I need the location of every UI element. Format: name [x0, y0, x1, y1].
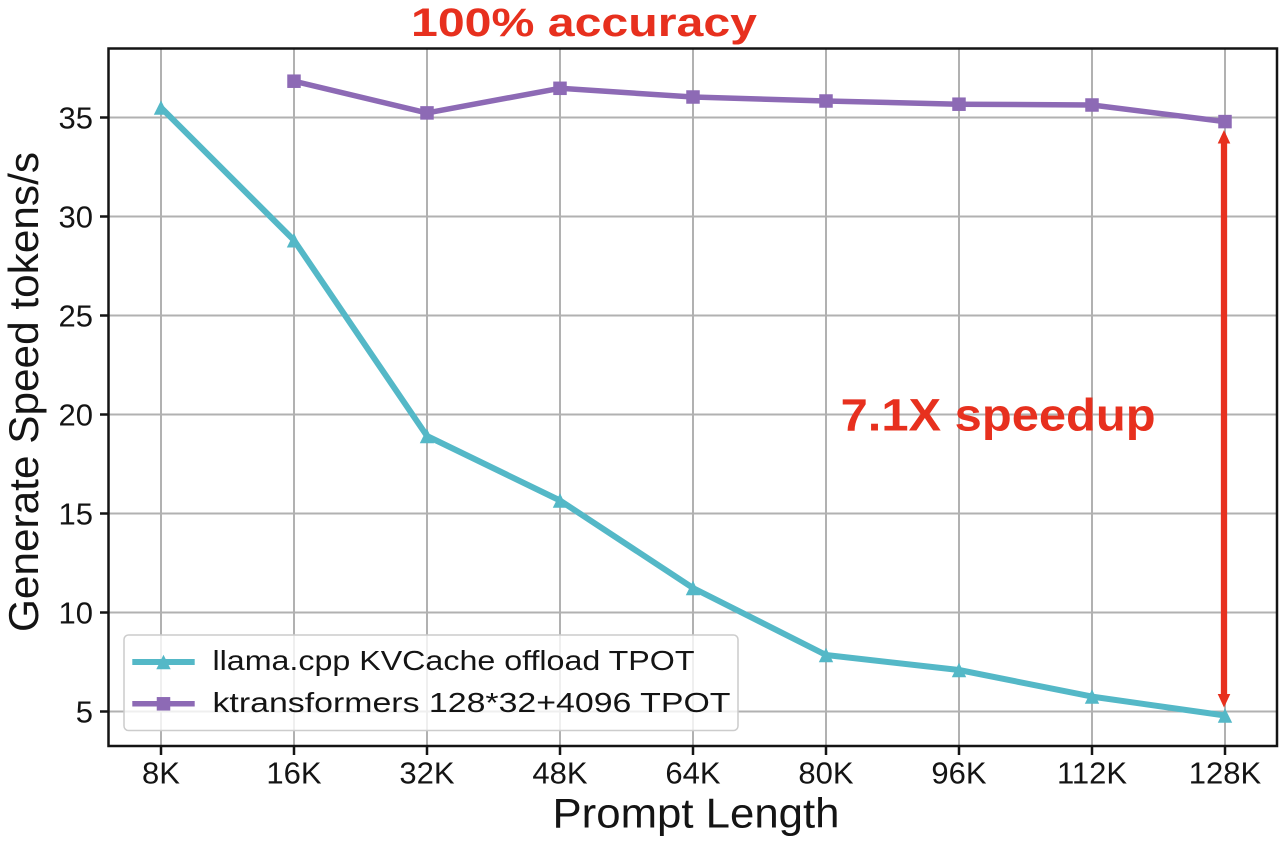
- svg-text:80K: 80K: [798, 756, 853, 791]
- svg-text:32K: 32K: [399, 756, 454, 791]
- svg-text:96K: 96K: [931, 756, 986, 791]
- svg-text:5: 5: [76, 695, 93, 730]
- svg-text:llama.cpp KVCache offload TPOT: llama.cpp KVCache offload TPOT: [213, 645, 695, 676]
- svg-text:16K: 16K: [266, 756, 321, 791]
- svg-text:10: 10: [59, 596, 93, 631]
- svg-text:15: 15: [59, 497, 93, 532]
- svg-text:128K: 128K: [1189, 756, 1262, 791]
- svg-text:Prompt Length: Prompt Length: [553, 790, 840, 837]
- svg-text:ktransformers 128*32+4096 TPOT: ktransformers 128*32+4096 TPOT: [213, 687, 731, 718]
- svg-text:30: 30: [59, 200, 93, 235]
- svg-text:8K: 8K: [142, 756, 180, 791]
- svg-text:64K: 64K: [665, 756, 720, 791]
- svg-text:100% accuracy: 100% accuracy: [411, 1, 758, 45]
- svg-text:35: 35: [59, 101, 93, 136]
- svg-text:25: 25: [59, 299, 93, 334]
- svg-text:112K: 112K: [1057, 756, 1127, 791]
- svg-text:7.1X speedup: 7.1X speedup: [841, 389, 1156, 440]
- svg-text:48K: 48K: [532, 756, 587, 791]
- svg-text:Generate Speed tokens/s: Generate Speed tokens/s: [0, 152, 47, 632]
- svg-text:20: 20: [59, 398, 93, 433]
